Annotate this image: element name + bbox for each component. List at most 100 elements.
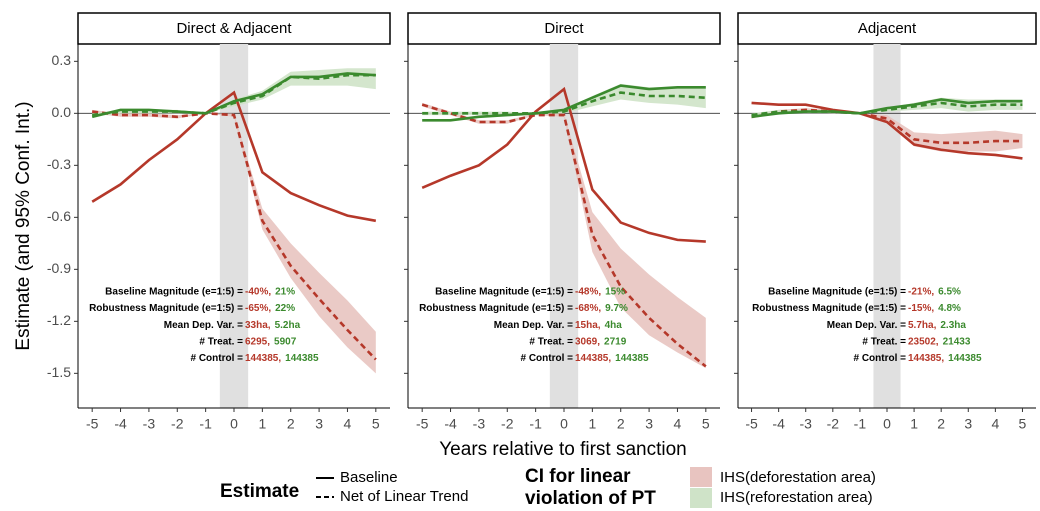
ci-band (751, 108, 1023, 152)
x-tick-label: -5 (745, 416, 758, 432)
stat-label: Robustness Magnitude (e=1:5) = (419, 303, 573, 314)
stat-value: 5907 (274, 336, 297, 347)
x-tick-label: 5 (1019, 416, 1027, 432)
stat-label: # Treat. = (529, 336, 573, 347)
x-tick-label: 5 (372, 416, 380, 432)
x-tick-label: 0 (883, 416, 891, 432)
legend-label: IHS(reforestation area) (720, 489, 873, 506)
line (91, 72, 376, 119)
x-tick-label: 4 (991, 416, 999, 432)
stat-label: Baseline Magnitude (e=1:5) = (105, 287, 243, 298)
legend-label: Baseline (340, 469, 398, 486)
x-tick-label: -4 (114, 416, 127, 432)
x-tick-label: -4 (772, 416, 785, 432)
stat-value: 15% (605, 287, 625, 298)
x-tick-label: -1 (199, 416, 212, 432)
line (421, 86, 706, 243)
y-axis-label: Estimate (and 95% Conf. Int.) (13, 101, 34, 350)
stat-value: 2.3ha (940, 320, 966, 331)
x-tick-label: -1 (529, 416, 542, 432)
y-tick-label: -0.3 (47, 156, 71, 172)
stat-value: 144385, (575, 353, 611, 364)
legend-key (690, 488, 712, 508)
stat-value: 6.5% (938, 287, 961, 298)
y-tick-label: 0.0 (52, 104, 72, 120)
ci-band (422, 83, 706, 116)
facet-strip (407, 12, 721, 45)
stat-value: 5.7ha, (908, 320, 937, 331)
x-tick-label: 1 (910, 416, 918, 432)
ci-band (422, 102, 706, 369)
stat-value: 23502, (908, 336, 939, 347)
stat-label: Baseline Magnitude (e=1:5) = (768, 287, 906, 298)
line (91, 90, 377, 223)
stat-value: 15ha, (575, 320, 601, 331)
stat-label: Mean Dep. Var. = (827, 320, 906, 331)
stat-value: 4ha (605, 320, 623, 331)
x-tick-label: -5 (86, 416, 99, 432)
legend-title: violation of PT (525, 488, 656, 509)
legend-title: Estimate (220, 481, 299, 502)
stat-value: 144385, (245, 353, 281, 364)
stat-label: Mean Dep. Var. = (164, 320, 243, 331)
x-tick-label: -2 (171, 416, 184, 432)
line (421, 103, 707, 368)
x-tick-label: 4 (344, 416, 352, 432)
stat-value: 144385, (908, 353, 944, 364)
stat-value: -21%, (908, 287, 934, 298)
legend-title: CI for linear (525, 466, 631, 487)
stat-label: Robustness Magnitude (e=1:5) = (89, 303, 243, 314)
stat-label: # Treat. = (199, 336, 243, 347)
stat-value: -48%, (575, 287, 601, 298)
line (751, 101, 1023, 117)
stat-label: # Treat. = (862, 336, 906, 347)
x-tick-label: 2 (937, 416, 945, 432)
facet-strip (77, 12, 391, 45)
x-tick-label: 1 (258, 416, 266, 432)
x-tick-label: -2 (827, 416, 840, 432)
stat-label: Mean Dep. Var. = (494, 320, 573, 331)
x-tick-label: 2 (617, 416, 625, 432)
y-tick-label: -1.2 (47, 312, 71, 328)
y-tick-label: -0.6 (47, 208, 71, 224)
facet-title: Direct & Adjacent (176, 20, 292, 37)
stat-value: 144385 (948, 353, 982, 364)
legend-label: IHS(deforestation area) (720, 469, 876, 486)
stat-label: # Control = (190, 353, 243, 364)
stat-value: 144385 (615, 353, 649, 364)
line (92, 110, 377, 361)
x-tick-label: 4 (674, 416, 682, 432)
facet-title: Direct (544, 20, 584, 37)
x-tick-label: -3 (473, 416, 486, 432)
x-tick-label: -3 (143, 416, 156, 432)
x-tick-label: 2 (287, 416, 295, 432)
stat-value: 2719 (604, 336, 627, 347)
x-tick-label: 3 (964, 416, 972, 432)
stat-value: 21% (275, 287, 295, 298)
x-tick-label: -1 (854, 416, 867, 432)
x-axis-label: Years relative to first sanction (439, 439, 686, 460)
stat-value: 21433 (943, 336, 971, 347)
line (422, 91, 706, 115)
ci-band (92, 109, 376, 374)
line (422, 84, 706, 122)
stat-value: 33ha, (245, 320, 271, 331)
stat-label: Baseline Magnitude (e=1:5) = (435, 287, 573, 298)
x-tick-label: 1 (588, 416, 596, 432)
stat-value: 144385 (285, 353, 319, 364)
legend-label: Net of Linear Trend (340, 488, 468, 505)
ci-band (92, 68, 376, 117)
stat-label: # Control = (853, 353, 906, 364)
stat-value: 22% (275, 303, 295, 314)
stat-label: Robustness Magnitude (e=1:5) = (752, 303, 906, 314)
stat-value: 6295, (245, 336, 270, 347)
x-tick-label: 0 (230, 416, 238, 432)
y-tick-label: -0.9 (47, 260, 71, 276)
x-tick-label: -5 (416, 416, 429, 432)
line (92, 73, 376, 117)
stat-value: -15%, (908, 303, 934, 314)
stat-value: 9.7% (605, 303, 628, 314)
stat-value: -68%, (575, 303, 601, 314)
